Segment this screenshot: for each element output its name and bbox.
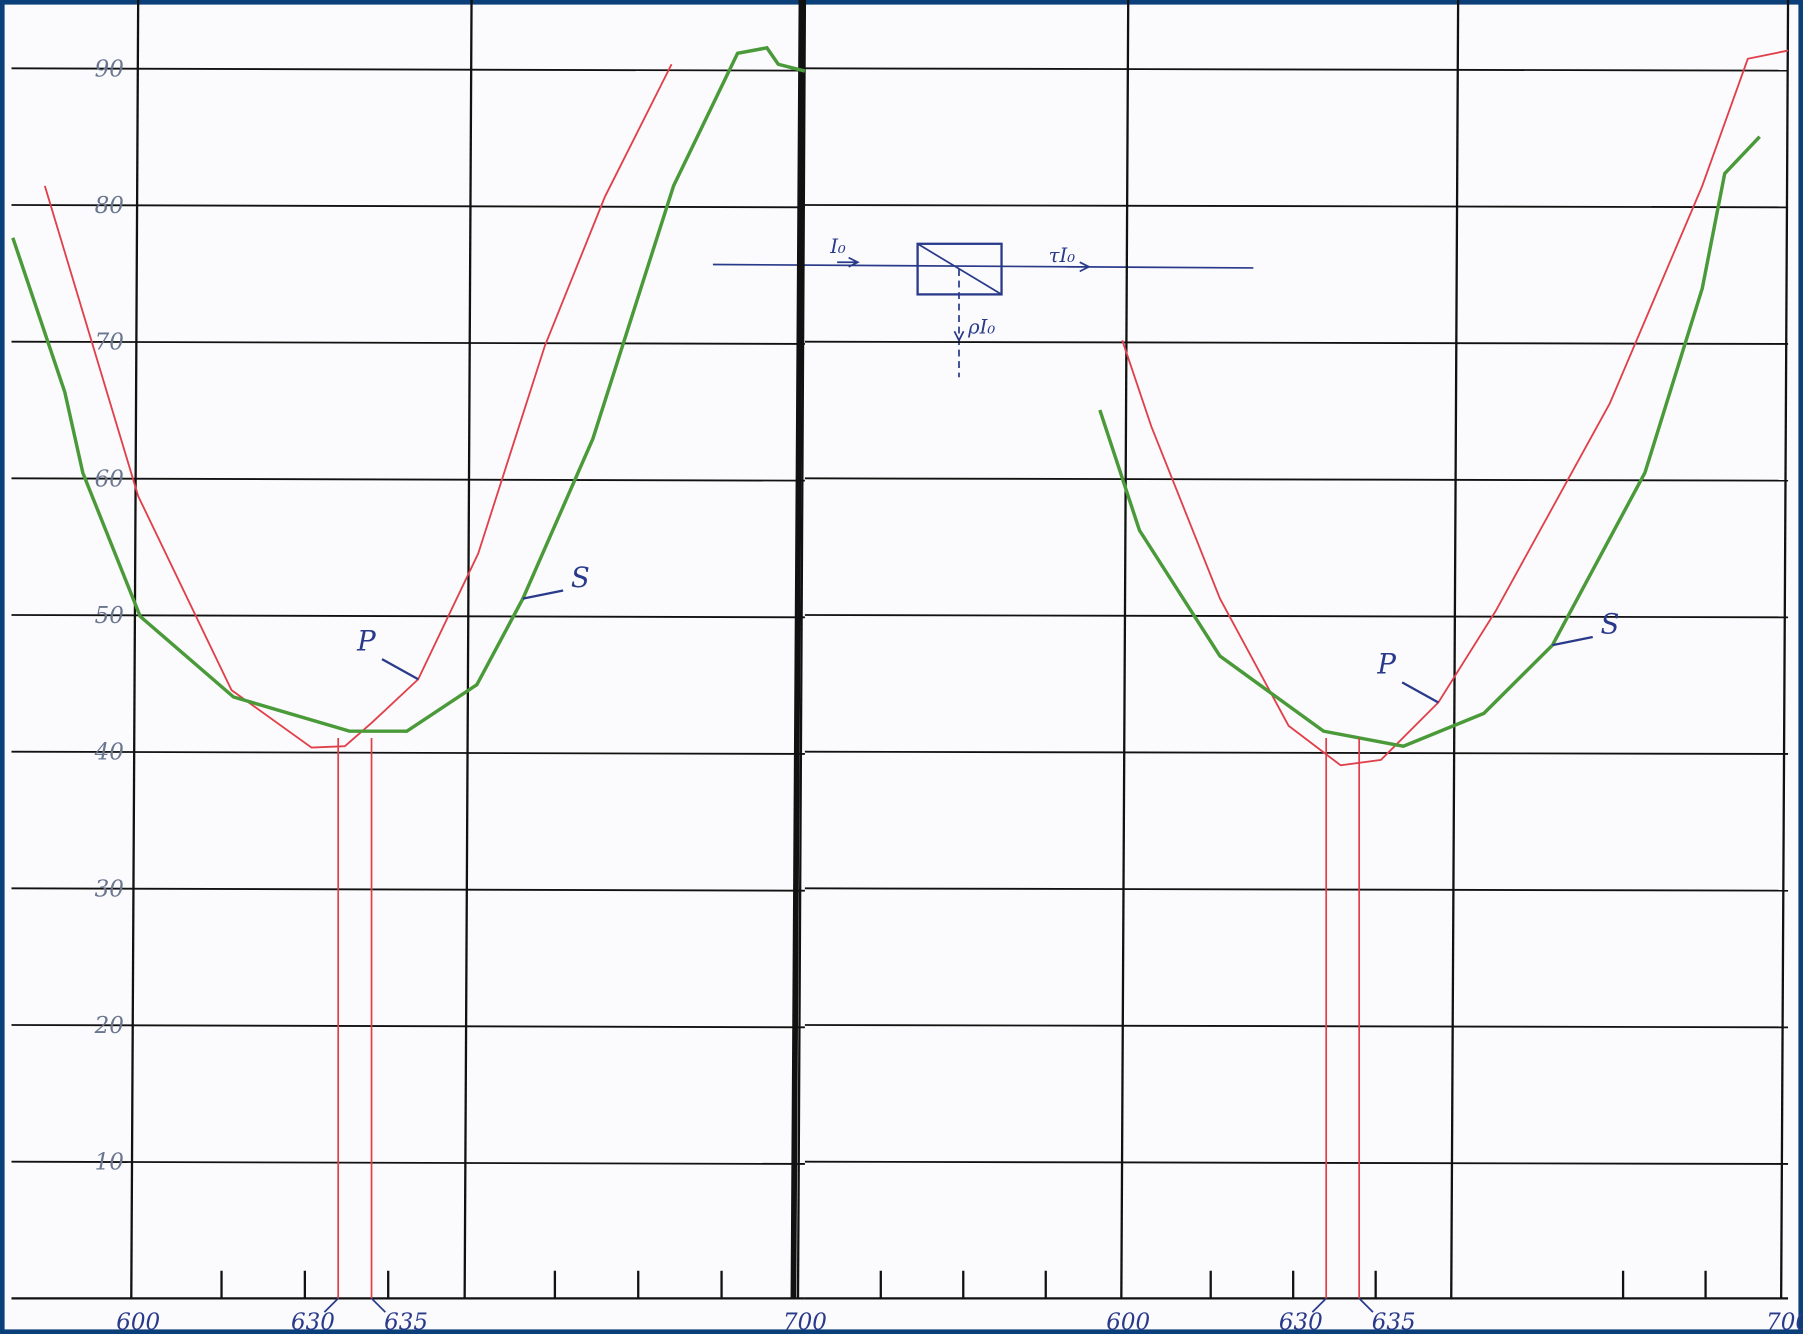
y-tick-label: 70 <box>95 330 124 356</box>
series-label: P <box>356 624 376 657</box>
series-label: S <box>571 561 590 594</box>
x-tick-label: 600 <box>116 1309 160 1334</box>
series-label: S <box>1601 608 1620 641</box>
y-tick-label: 80 <box>95 193 124 219</box>
x-tick-label: 630 <box>1279 1309 1323 1334</box>
x-tick-label: 600 <box>1106 1309 1150 1334</box>
chart: I₀ τI₀ ρI₀ 10 20 30 40 50 60 70 80 90 P S 600 630 635… <box>0 0 1803 1334</box>
page: I₀ τI₀ ρI₀ 10 20 30 40 50 60 70 80 90 P S 600 630 635… <box>0 0 1803 1334</box>
transmitted-label: τI₀ <box>1049 244 1076 267</box>
reflected-label: ρI₀ <box>967 315 995 338</box>
y-tick-label: 20 <box>94 1013 124 1039</box>
x-tick-label: 635 <box>1372 1309 1416 1334</box>
x-tick-label: 700 <box>783 1309 827 1334</box>
y-tick-label: 50 <box>95 603 124 629</box>
series-label: P <box>1376 648 1396 681</box>
y-tick-label: 40 <box>94 740 124 766</box>
incident-label: I₀ <box>829 235 846 258</box>
y-tick-label: 10 <box>95 1150 124 1176</box>
y-tick-label: 60 <box>95 466 124 492</box>
x-tick-label: 635 <box>384 1309 428 1334</box>
y-tick-label: 30 <box>95 876 124 902</box>
x-tick-label: 630 <box>291 1309 335 1334</box>
y-tick-label: 90 <box>95 56 124 82</box>
x-tick-label: 700 <box>1766 1309 1803 1334</box>
